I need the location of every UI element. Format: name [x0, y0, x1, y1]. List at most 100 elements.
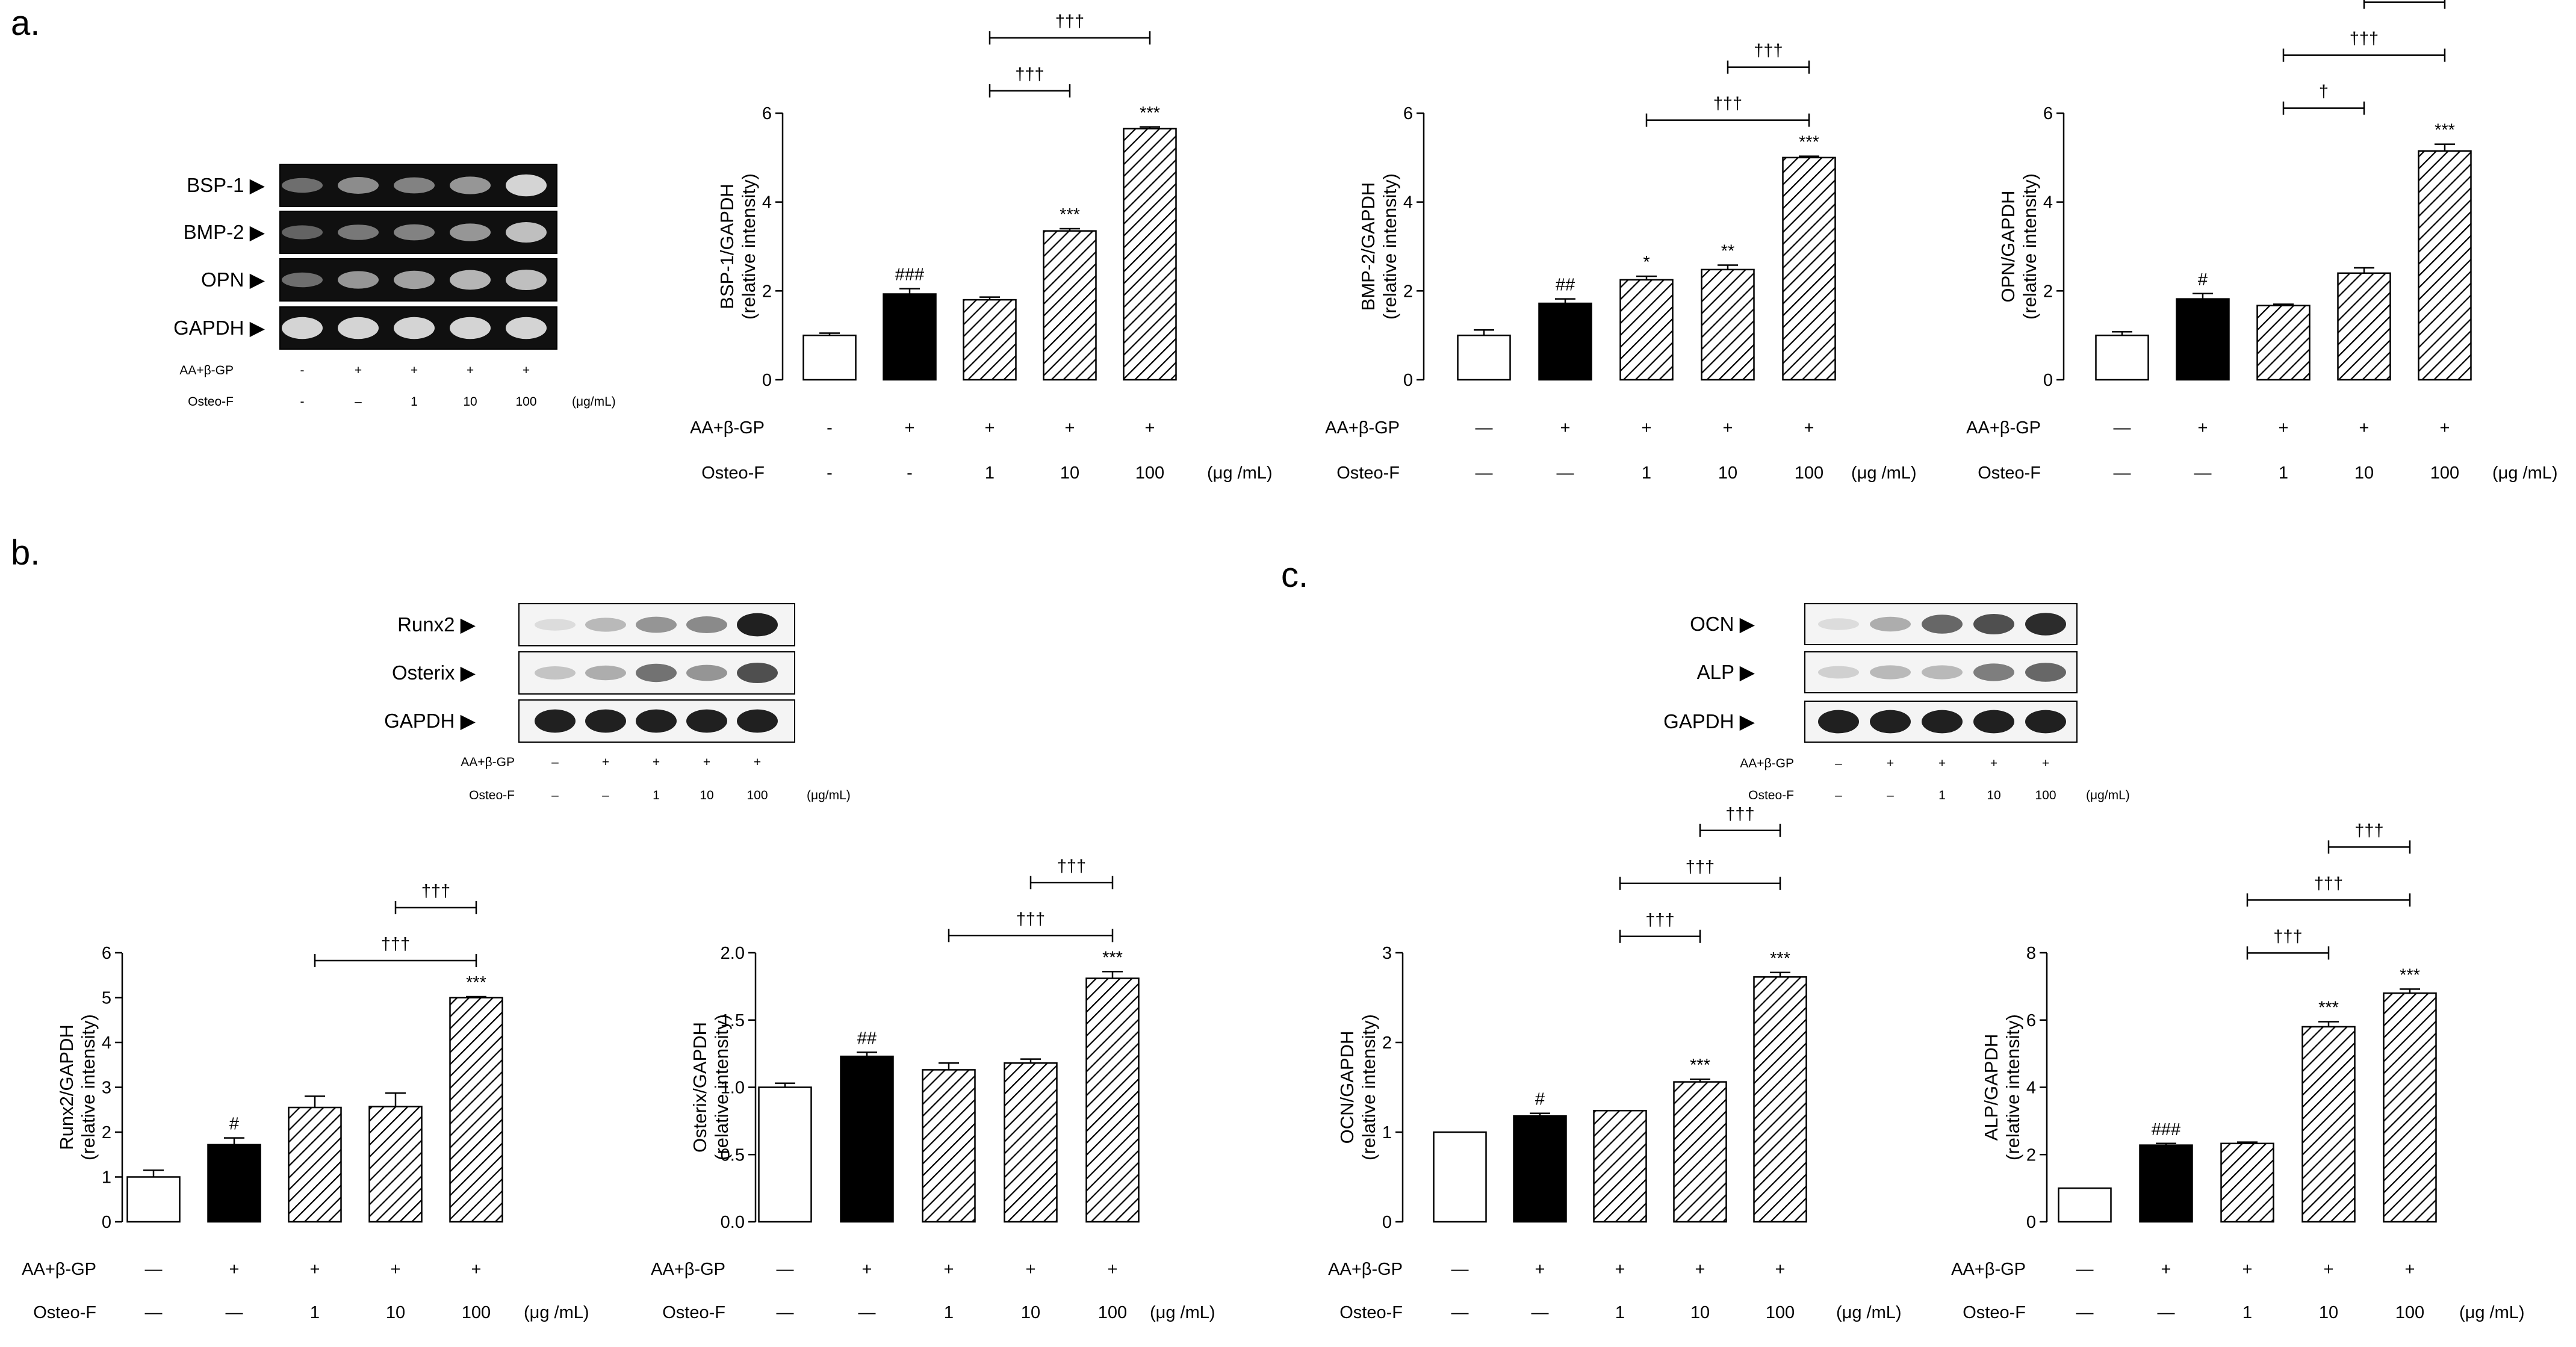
blot-cond1-value: +	[653, 755, 660, 769]
significance-label: ###	[2152, 1120, 2180, 1139]
blot-cond1-value: +	[1990, 757, 1997, 770]
blot-cond1-value: +	[1938, 757, 1946, 770]
blot-cond1-value: +	[467, 364, 474, 377]
blot-band	[636, 663, 677, 683]
y-tick-label: 4	[102, 1033, 111, 1053]
blot-cond2-value: 10	[1987, 788, 2000, 802]
blot-cond1-label: AA+β-GP	[179, 364, 234, 377]
bar	[840, 1055, 894, 1223]
y-axis-title-unit: (relative intensity)	[1358, 1014, 1379, 1160]
blot-band	[2025, 613, 2066, 636]
blot-row-label: GAPDH ▶	[384, 710, 476, 732]
y-tick-label: 3	[102, 1079, 111, 1098]
cond1-value: —	[2114, 418, 2131, 438]
blot-band	[737, 613, 778, 637]
y-tick-label: 2	[762, 282, 772, 301]
y-tick-label: 2	[1382, 1033, 1392, 1053]
bar	[2139, 1144, 2193, 1223]
y-axis-title: BSP-1/GAPDH	[716, 184, 737, 309]
y-tick-label: 0	[1382, 1213, 1392, 1232]
cond-unit: (μg /mL)	[2492, 463, 2558, 483]
cond2-label: Osteo-F	[662, 1303, 725, 1322]
y-tick-label: 0.5	[721, 1145, 745, 1165]
blot-band	[636, 709, 677, 733]
y-tick-label: 1	[1382, 1123, 1392, 1142]
blot-band	[506, 317, 547, 339]
cond2-label: Osteo-F	[33, 1303, 96, 1322]
blot-band	[338, 224, 379, 240]
blot-row-label: Runx2 ▶	[397, 613, 476, 636]
cond2-value: 10	[2319, 1303, 2338, 1322]
blot-band	[686, 616, 727, 633]
y-axis-title-unit: (relative intensity)	[738, 173, 759, 320]
blot-band	[1818, 666, 1859, 679]
cond2-value: 10	[386, 1303, 405, 1322]
cond2-value: —	[1476, 463, 1493, 483]
blot-row-label: Osterix ▶	[392, 661, 476, 684]
bracket-label: †	[2319, 82, 2329, 102]
blot-1: Runx2 ▶ Osterix ▶ GAPDH ▶ AA+β-GP Osteo-F – + +…	[384, 603, 851, 802]
cond1-value: +	[2161, 1260, 2171, 1279]
cond2-label: Osteo-F	[1963, 1303, 2026, 1322]
y-axis-title-unit: (relative intensity)	[2002, 1014, 2023, 1160]
bracket-label: †††	[1016, 909, 1045, 929]
y-axis-title-unit: (relative intensity)	[711, 1014, 732, 1160]
cond1-value: +	[1145, 418, 1155, 438]
blot-cond2-value: –	[355, 395, 362, 409]
bar	[1538, 302, 1592, 381]
cond1-label: AA+β-GP	[1966, 418, 2041, 438]
cond1-value: +	[310, 1260, 320, 1279]
significance-label: ***	[466, 973, 486, 992]
blot-band	[1870, 616, 1911, 632]
y-tick-label: 6	[762, 104, 772, 123]
chart-bsp1: 0 2 4 6 BSP-1/GAPDH (relative intensity) ### **…	[690, 12, 1272, 483]
bracket-label: †††	[421, 882, 450, 901]
y-tick-label: 0	[2043, 371, 2053, 390]
cond2-value: 1	[1642, 463, 1651, 483]
bar	[1004, 1062, 1058, 1223]
y-axis-title: ALP/GAPDH	[1981, 1034, 2002, 1141]
blot-band	[2025, 710, 2066, 734]
blot-band	[535, 619, 576, 631]
cond1-label: AA+β-GP	[690, 418, 765, 438]
y-tick-label: 6	[2026, 1011, 2036, 1030]
bracket-label: †††	[2314, 874, 2343, 893]
cond2-value: 100	[2430, 463, 2459, 483]
blot-row-label: OCN ▶	[1690, 613, 1755, 635]
significance-label: ##	[1556, 276, 1575, 295]
cond2-value: —	[1557, 463, 1574, 483]
bar	[1433, 1131, 1487, 1223]
blot-cond2-value: –	[602, 788, 609, 802]
y-tick-label: 4	[2026, 1079, 2036, 1098]
y-tick-label: 2	[1403, 282, 1413, 301]
blot-cond1-value: –	[1835, 757, 1842, 770]
blot-cond2-value: 1	[411, 395, 418, 409]
cond1-value: +	[1026, 1260, 1036, 1279]
y-tick-label: 3	[1382, 944, 1392, 963]
blot-unit: (μg/mL)	[2086, 788, 2130, 802]
blot-band	[585, 709, 626, 733]
significance-label: ***	[2435, 121, 2455, 140]
blot-0: BSP-1 ▶ BMP-2 ▶ OPN ▶ GAPDH ▶ AA+β-GP Osteo-F…	[173, 164, 616, 409]
bar	[2337, 272, 2391, 381]
blot-unit: (μg/mL)	[807, 788, 851, 802]
significance-label: ***	[1690, 1056, 1710, 1075]
bracket-label: †††	[381, 935, 410, 954]
bracket-label: †††	[2354, 821, 2383, 840]
cond1-value: +	[229, 1260, 240, 1279]
cond1-value: —	[145, 1260, 163, 1279]
blot-band	[394, 317, 435, 339]
panel-letter-a: a.	[11, 4, 40, 43]
bracket-label: †††	[1725, 805, 1754, 824]
bar	[126, 1176, 181, 1223]
blot-cond2-value: –	[1887, 788, 1894, 802]
blot-cond1-value: –	[551, 755, 559, 769]
significance-label: ###	[895, 265, 924, 285]
cond1-value: +	[2242, 1260, 2253, 1279]
cond-unit: (μg /mL)	[2459, 1303, 2525, 1322]
blot-cond2-value: 100	[2035, 788, 2056, 802]
blot-band	[1870, 710, 1911, 734]
y-axis-title-unit: (relative intensity)	[1379, 173, 1400, 320]
